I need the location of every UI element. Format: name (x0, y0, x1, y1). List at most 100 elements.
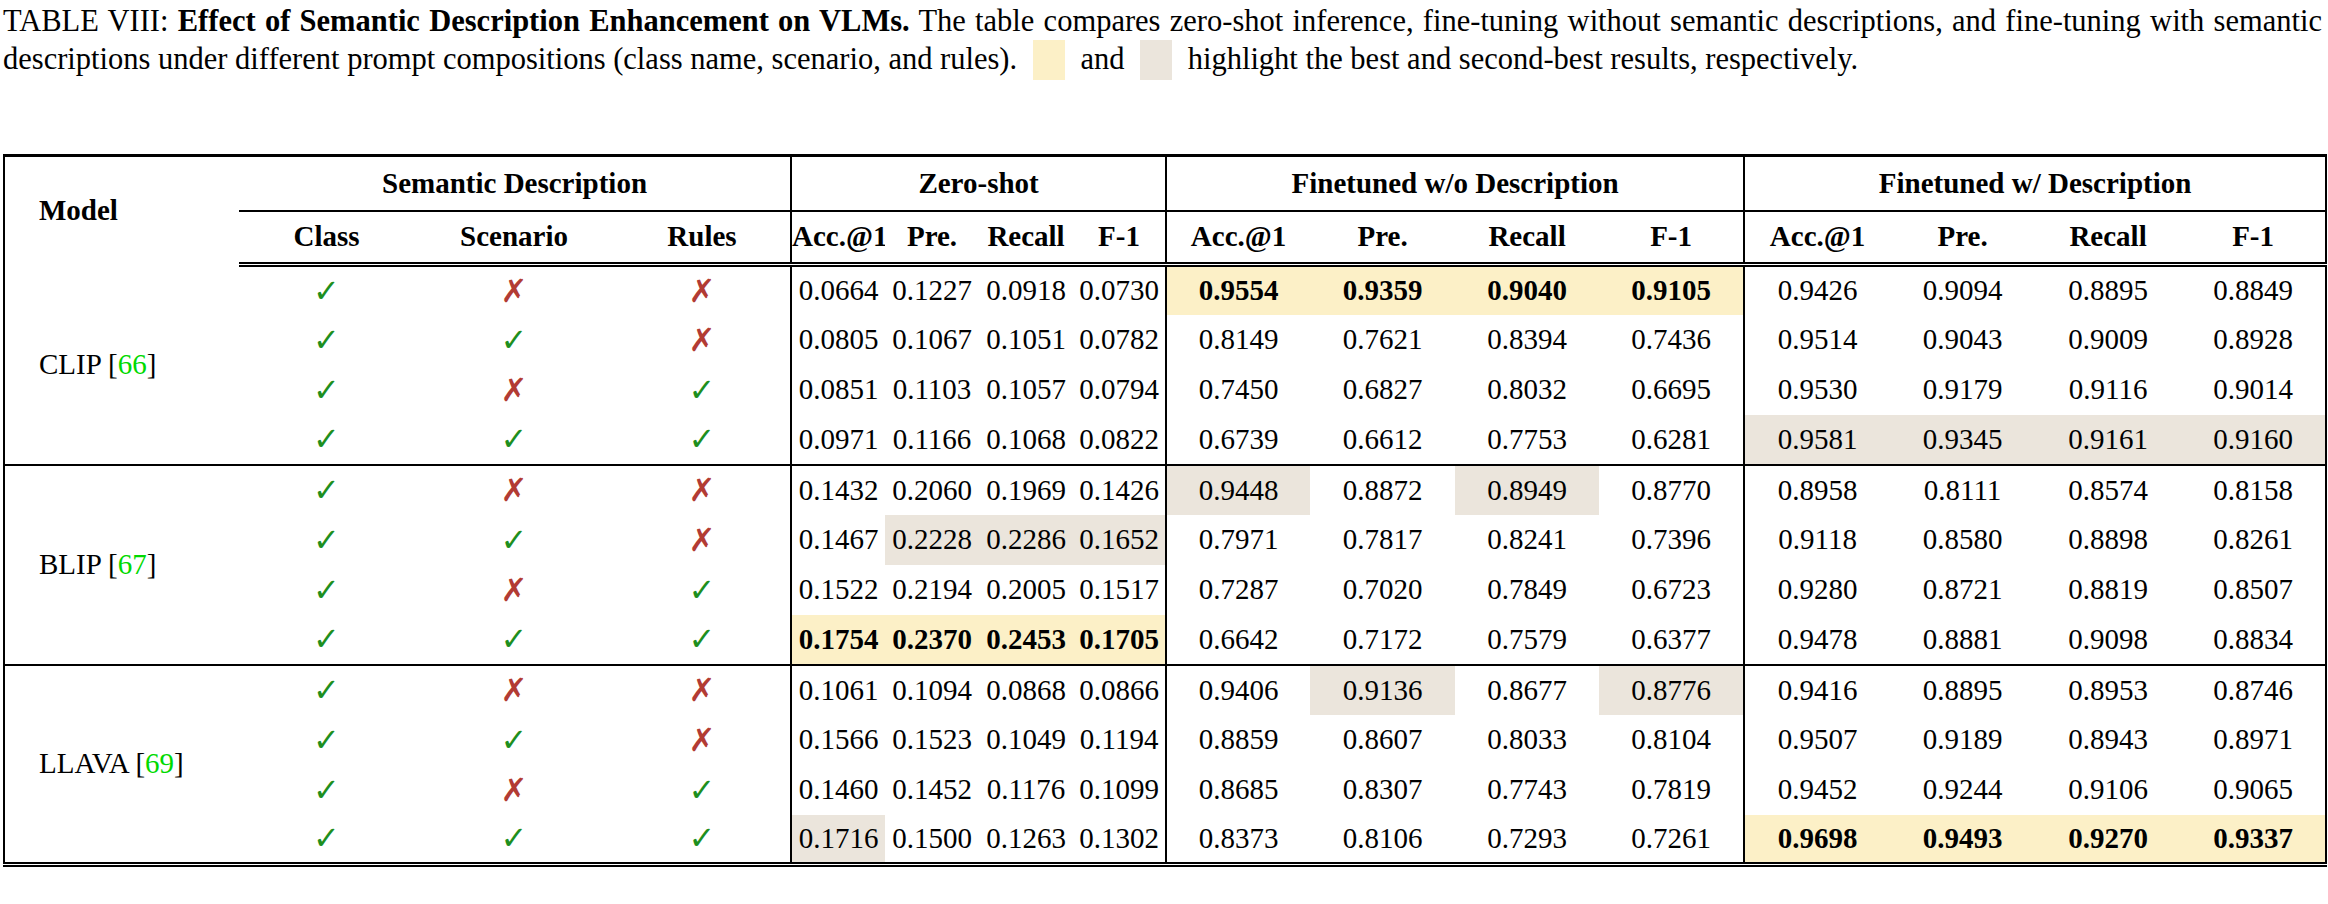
col-header-zs-pre: Pre. (885, 211, 979, 265)
metric-cell: 0.2060 (885, 465, 979, 515)
header-group-row: Model Semantic Description Zero-shot Fin… (4, 156, 2326, 211)
metric-cell: 0.8677 (1455, 665, 1599, 715)
model-name: CLIP (39, 348, 101, 380)
metric-cell: 0.2194 (885, 565, 979, 615)
col-header-model: Model (4, 156, 239, 265)
metric-cell: 0.1099 (1073, 765, 1166, 815)
citation-bracket: ] (147, 548, 157, 580)
metric-cell: 0.9270 (2035, 815, 2181, 865)
header-sub-row: Class Scenario Rules Acc.@1 Pre. Recall … (4, 211, 2326, 265)
metric-cell: 0.7450 (1166, 365, 1310, 415)
check-icon: ✓ (614, 415, 791, 465)
metric-cell: 0.9698 (1744, 815, 1890, 865)
metric-cell: 0.9507 (1744, 715, 1890, 765)
metric-cell: 0.0822 (1073, 415, 1166, 465)
metric-cell: 0.1051 (979, 315, 1073, 365)
metric-cell: 0.9530 (1744, 365, 1890, 415)
cross-icon: ✗ (414, 465, 614, 515)
second-highlight-swatch (1140, 40, 1172, 80)
metric-cell: 0.7261 (1599, 815, 1744, 865)
col-header-w-f1: F-1 (2181, 211, 2326, 265)
col-header-wo-pre: Pre. (1310, 211, 1455, 265)
caption-title: Effect of Semantic Description Enhanceme… (178, 4, 910, 38)
citation-number[interactable]: 66 (118, 348, 147, 380)
cross-icon: ✗ (414, 665, 614, 715)
metric-cell: 0.1067 (885, 315, 979, 365)
metric-cell: 0.1176 (979, 765, 1073, 815)
col-header-scenario: Scenario (414, 211, 614, 265)
metric-cell: 0.9359 (1310, 265, 1455, 315)
metric-cell: 0.1523 (885, 715, 979, 765)
metric-cell: 0.1652 (1073, 515, 1166, 565)
metric-cell: 0.8895 (1890, 665, 2035, 715)
table-row: CLIP [66]✓✗✗0.06640.12270.09180.07300.95… (4, 265, 2326, 315)
metric-cell: 0.0918 (979, 265, 1073, 315)
check-icon: ✓ (614, 365, 791, 415)
check-icon: ✓ (239, 765, 414, 815)
metric-cell: 0.1263 (979, 815, 1073, 865)
citation-number[interactable]: 67 (118, 548, 147, 580)
cross-icon: ✗ (614, 665, 791, 715)
metric-cell: 0.1068 (979, 415, 1073, 465)
metric-cell: 0.9098 (2035, 615, 2181, 665)
metric-cell: 0.8834 (2181, 615, 2326, 665)
col-header-w-acc1: Acc.@1 (1744, 211, 1890, 265)
citation-number[interactable]: 69 (145, 747, 174, 779)
metric-cell: 0.8307 (1310, 765, 1455, 815)
metric-cell: 0.8149 (1166, 315, 1310, 365)
metric-cell: 0.9040 (1455, 265, 1599, 315)
metric-cell: 0.0782 (1073, 315, 1166, 365)
check-icon: ✓ (239, 515, 414, 565)
table-row: LLAVA [69]✓✗✗0.10610.10940.08680.08660.9… (4, 665, 2326, 715)
metric-cell: 0.8953 (2035, 665, 2181, 715)
metric-cell: 0.7396 (1599, 515, 1744, 565)
metric-cell: 0.8580 (1890, 515, 2035, 565)
caption-and: and (1073, 42, 1132, 76)
metric-cell: 0.9280 (1744, 565, 1890, 615)
col-header-zs-f1: F-1 (1073, 211, 1166, 265)
model-name: BLIP (39, 548, 101, 580)
metric-cell: 0.8949 (1455, 465, 1599, 515)
metric-cell: 0.1517 (1073, 565, 1166, 615)
metric-cell: 0.1094 (885, 665, 979, 715)
cross-icon: ✗ (614, 515, 791, 565)
check-icon: ✓ (239, 565, 414, 615)
check-icon: ✓ (414, 415, 614, 465)
metric-cell: 0.8849 (2181, 265, 2326, 315)
cross-icon: ✗ (614, 315, 791, 365)
col-header-finetuned-wo-description: Finetuned w/o Description (1166, 156, 1744, 211)
metric-cell: 0.8033 (1455, 715, 1599, 765)
metric-cell: 0.7579 (1455, 615, 1599, 665)
cross-icon: ✗ (614, 715, 791, 765)
metric-cell: 0.9136 (1310, 665, 1455, 715)
check-icon: ✓ (614, 815, 791, 865)
metric-cell: 0.9161 (2035, 415, 2181, 465)
metric-cell: 0.6377 (1599, 615, 1744, 665)
check-icon: ✓ (239, 715, 414, 765)
table-row: ✓✓✗0.15660.15230.10490.11940.88590.86070… (4, 715, 2326, 765)
metric-cell: 0.1500 (885, 815, 979, 865)
col-header-wo-f1: F-1 (1599, 211, 1744, 265)
metric-cell: 0.8721 (1890, 565, 2035, 615)
metric-cell: 0.9014 (2181, 365, 2326, 415)
metric-cell: 0.1460 (791, 765, 885, 815)
col-header-w-recall: Recall (2035, 211, 2181, 265)
metric-cell: 0.8971 (2181, 715, 2326, 765)
metric-cell: 0.6695 (1599, 365, 1744, 415)
check-icon: ✓ (414, 515, 614, 565)
best-highlight-swatch (1033, 40, 1065, 80)
metric-cell: 0.1969 (979, 465, 1073, 515)
metric-cell: 0.1057 (979, 365, 1073, 415)
metric-cell: 0.0851 (791, 365, 885, 415)
cross-icon: ✗ (414, 765, 614, 815)
metric-cell: 0.9118 (1744, 515, 1890, 565)
metric-cell: 0.1103 (885, 365, 979, 415)
metric-cell: 0.9116 (2035, 365, 2181, 415)
cross-icon: ✗ (614, 265, 791, 315)
metric-cell: 0.6739 (1166, 415, 1310, 465)
check-icon: ✓ (239, 415, 414, 465)
metric-cell: 0.1166 (885, 415, 979, 465)
table-caption: TABLE VIII: Effect of Semantic Descripti… (0, 0, 2328, 80)
table-row: ✓✓✓0.09710.11660.10680.08220.67390.66120… (4, 415, 2326, 465)
metric-cell: 0.9416 (1744, 665, 1890, 715)
